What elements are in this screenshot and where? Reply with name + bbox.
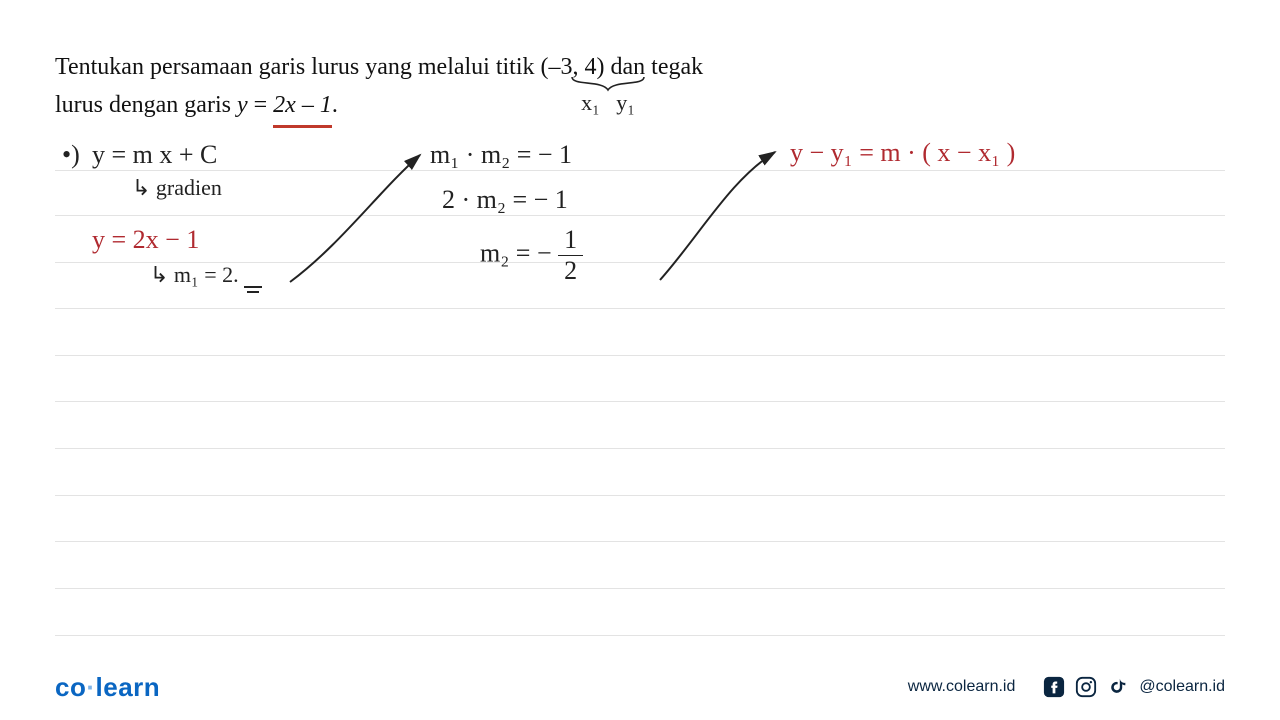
page-canvas: Tentukan persamaan garis lurus yang mela…	[0, 0, 1280, 720]
hw-twom2: 2 · m₂ = − 1	[442, 185, 568, 215]
problem-text-1a: Tentukan persamaan garis lurus yang mela…	[55, 54, 541, 80]
tiktok-icon	[1107, 676, 1129, 698]
instagram-icon	[1075, 676, 1097, 698]
problem-text-2a: lurus dengan garis	[55, 92, 237, 118]
brace-x1: x₁	[581, 90, 600, 115]
ruled-line	[55, 495, 1225, 496]
brand-logo: co·learn	[55, 672, 160, 703]
logo-part-b: learn	[96, 672, 161, 702]
ruled-line	[55, 448, 1225, 449]
hw-form: y = m x + C	[92, 140, 217, 170]
logo-dot: ·	[86, 672, 95, 702]
hw-gradien: ↳ gradien	[132, 175, 222, 201]
hw-m2-num: 1	[558, 225, 583, 256]
problem-eq-lhs: y	[237, 92, 248, 118]
footer: co·learn www.colearn.id @colearn.id	[0, 664, 1280, 720]
ruled-line	[55, 170, 1225, 171]
ruled-line	[55, 308, 1225, 309]
ruled-line	[55, 635, 1225, 636]
ruled-line	[55, 588, 1225, 589]
hw-bullet: •)	[62, 140, 80, 170]
hw-m1-text: ↳ m₁ = 2.	[150, 262, 239, 287]
hw-m1m2: m₁ · m₂ = − 1	[430, 140, 572, 170]
ruled-line	[55, 215, 1225, 216]
ruled-line	[55, 355, 1225, 356]
hw-line-eq: y = 2x − 1	[92, 225, 199, 255]
hw-m2: m₂ = − 1 2	[480, 225, 583, 286]
footer-handle: @colearn.id	[1139, 678, 1225, 696]
point-brace-annotation: x₁ y₁	[563, 76, 653, 116]
hw-point-form: y − y₁ = m · ( x − x₁ )	[790, 138, 1015, 168]
hw-m2-lhs: m₂ = −	[480, 238, 552, 267]
brace-y1: y₁	[616, 90, 635, 115]
logo-part-a: co	[55, 672, 86, 702]
problem-eq-mid: =	[248, 92, 274, 118]
facebook-icon	[1043, 676, 1065, 698]
brace-labels: x₁ y₁	[563, 90, 653, 116]
footer-right: www.colearn.id @colearn.id	[908, 676, 1225, 698]
ruled-line	[55, 401, 1225, 402]
hw-m2-frac: 1 2	[558, 225, 583, 286]
footer-url: www.colearn.id	[908, 678, 1016, 696]
social-group: @colearn.id	[1043, 676, 1225, 698]
problem-text-2b: .	[332, 92, 338, 118]
problem-eq-rhs: 2x – 1	[273, 86, 332, 127]
ruled-line	[55, 541, 1225, 542]
hw-m2-den: 2	[558, 256, 583, 286]
hw-m1: ↳ m₁ = 2.	[150, 262, 262, 288]
problem-eq-rhs-text: 2x – 1	[273, 92, 332, 118]
